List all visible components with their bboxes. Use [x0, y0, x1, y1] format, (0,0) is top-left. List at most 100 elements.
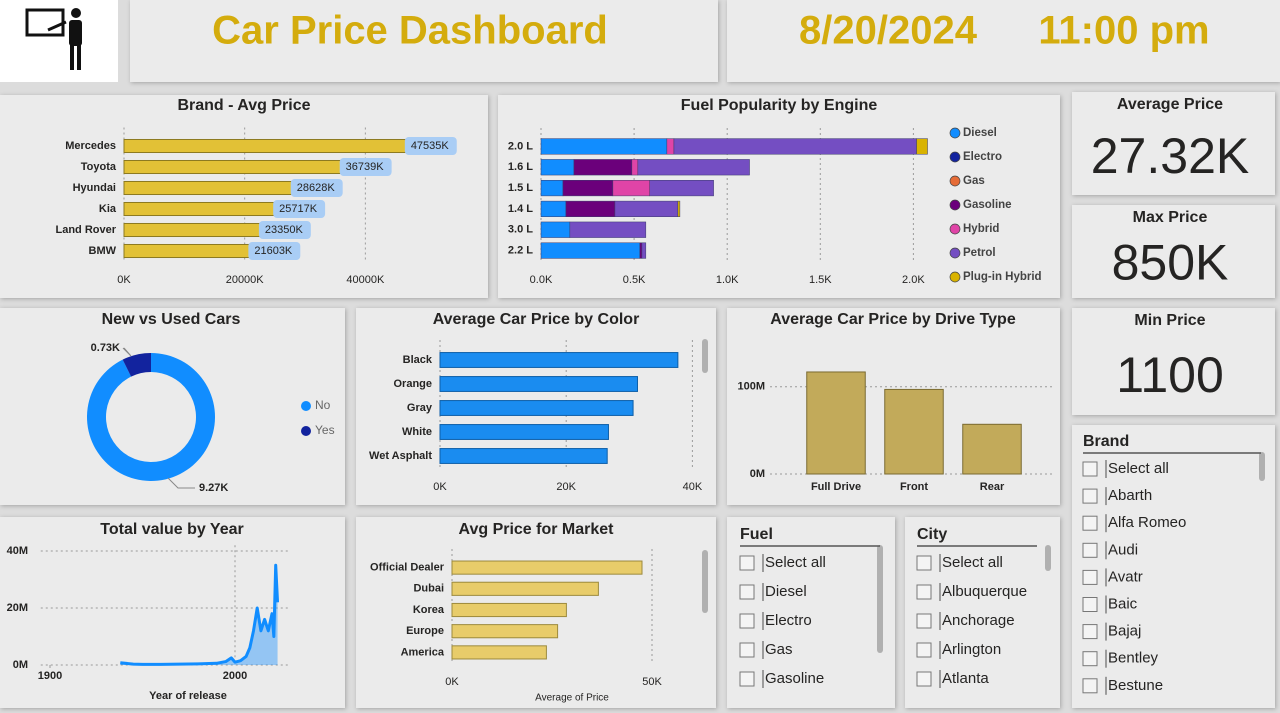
x-tick-label: 1.0K — [716, 274, 739, 286]
logo-panel — [0, 0, 118, 82]
date: 8/20/2024 — [799, 9, 978, 53]
checkbox[interactable] — [1082, 542, 1098, 558]
x-tick-label: 40K — [683, 481, 703, 493]
x-tick-label: 20K — [556, 481, 576, 493]
slicer-item[interactable]: Select all — [1108, 460, 1169, 477]
slicer-item[interactable]: Audi — [1108, 541, 1138, 558]
checkbox[interactable] — [916, 642, 932, 658]
chart-title: Total value by Year — [100, 521, 243, 538]
title-panel — [130, 0, 718, 82]
y-tick-label: 0M — [750, 468, 765, 480]
x-tick-label: 20000K — [226, 274, 265, 286]
checkbox[interactable] — [739, 613, 755, 629]
value-label: 28628K — [297, 182, 336, 194]
bar-segment — [540, 221, 571, 238]
area-fill — [120, 565, 278, 665]
category-label: 1.5 L — [508, 182, 533, 194]
slicer-item[interactable]: Abarth — [1108, 487, 1152, 504]
checkbox[interactable] — [1082, 651, 1098, 667]
bar — [439, 376, 638, 392]
checkbox[interactable] — [916, 584, 932, 600]
value-label-box — [248, 242, 301, 260]
value-label: 36739K — [346, 161, 385, 173]
card-value: 27.32K — [1091, 128, 1249, 184]
legend-label: Electro — [963, 151, 1002, 163]
checkbox[interactable] — [916, 613, 932, 629]
donut-slice — [86, 353, 215, 481]
checkbox[interactable] — [1082, 515, 1098, 531]
category-label: Gray — [407, 402, 433, 414]
slicer-item[interactable]: Albuquerque — [942, 583, 1027, 600]
value-label: 23350K — [265, 224, 304, 236]
category-label: Black — [403, 354, 433, 366]
checkbox[interactable] — [1082, 461, 1098, 477]
legend-marker — [301, 401, 311, 411]
chart-title: Average Car Price by Drive Type — [770, 311, 1016, 328]
checkbox[interactable] — [1082, 678, 1098, 694]
bar-segment — [540, 138, 668, 155]
category-label: America — [401, 646, 445, 658]
checkbox[interactable] — [1082, 624, 1098, 640]
bar-segment — [673, 138, 917, 155]
bar — [451, 645, 547, 660]
slicer-item[interactable]: Anchorage — [942, 612, 1015, 629]
datetime-panel — [727, 0, 1280, 82]
bar-segment — [565, 200, 616, 217]
legend-label: Gasoline — [963, 199, 1012, 211]
x-tick-label: Front — [900, 481, 928, 493]
legend-marker — [949, 127, 961, 139]
category-label: 2.2 L — [508, 244, 533, 256]
category-label: Europe — [406, 625, 444, 637]
chart-title: Fuel Popularity by Engine — [681, 97, 878, 114]
dashboard-title: Car Price Dashboard — [212, 9, 608, 53]
checkbox[interactable] — [1082, 569, 1098, 585]
slicer-item[interactable]: Bajaj — [1108, 623, 1141, 640]
logo-icon — [25, 8, 82, 70]
x-tick-label: Rear — [980, 481, 1005, 493]
checkbox[interactable] — [739, 671, 755, 687]
slicer-item[interactable]: Avatr — [1108, 568, 1143, 585]
checkbox[interactable] — [739, 584, 755, 600]
x-tick-label: 40000K — [346, 274, 385, 286]
checkbox[interactable] — [916, 671, 932, 687]
slicer-item[interactable]: Baic — [1108, 595, 1138, 612]
category-label: Korea — [413, 604, 445, 616]
bar — [123, 201, 280, 217]
slicer-item[interactable]: Select all — [942, 554, 1003, 571]
checkbox[interactable] — [916, 555, 932, 571]
slicer-item[interactable]: Atlanta — [942, 670, 989, 687]
value-label: 9.27K — [199, 482, 228, 494]
slicer-item[interactable]: Bentley — [1108, 650, 1159, 667]
checkbox[interactable] — [1082, 597, 1098, 612]
slicer-item[interactable]: Diesel — [765, 583, 807, 600]
slicer-item[interactable]: Select all — [765, 554, 826, 571]
bar — [123, 243, 255, 259]
chart-title: Avg Price for Market — [458, 521, 614, 538]
slicer-item[interactable]: Bestune — [1108, 677, 1163, 694]
checkbox[interactable] — [1082, 488, 1098, 504]
x-tick-label: 0K — [117, 274, 131, 286]
legend-label: Hybrid — [963, 223, 999, 235]
category-label: 1.6 L — [508, 161, 533, 173]
value-label-box — [258, 221, 311, 239]
time: 11:00 pm — [1038, 9, 1209, 53]
bar — [962, 423, 1022, 475]
bar-segment — [540, 242, 641, 259]
bar-segment — [612, 180, 650, 197]
slicer-item[interactable]: Gasoline — [765, 670, 824, 687]
category-label: 2.0 L — [508, 140, 533, 152]
legend-label: Plug-in Hybrid — [963, 271, 1042, 283]
value-label: 21603K — [254, 245, 293, 257]
slicer-item[interactable]: Gas — [765, 641, 793, 658]
x-axis-label: Year of release — [149, 690, 227, 702]
slicer-item[interactable]: Electro — [765, 612, 812, 629]
legend-marker — [949, 247, 961, 259]
donut-slice — [122, 353, 151, 377]
slicer-item[interactable]: Alfa Romeo — [1108, 514, 1186, 531]
checkbox[interactable] — [739, 555, 755, 571]
checkbox[interactable] — [739, 642, 755, 658]
bar-segment — [562, 180, 614, 197]
bar-segment — [649, 180, 714, 197]
bar — [123, 180, 298, 196]
slicer-item[interactable]: Arlington — [942, 641, 1001, 658]
